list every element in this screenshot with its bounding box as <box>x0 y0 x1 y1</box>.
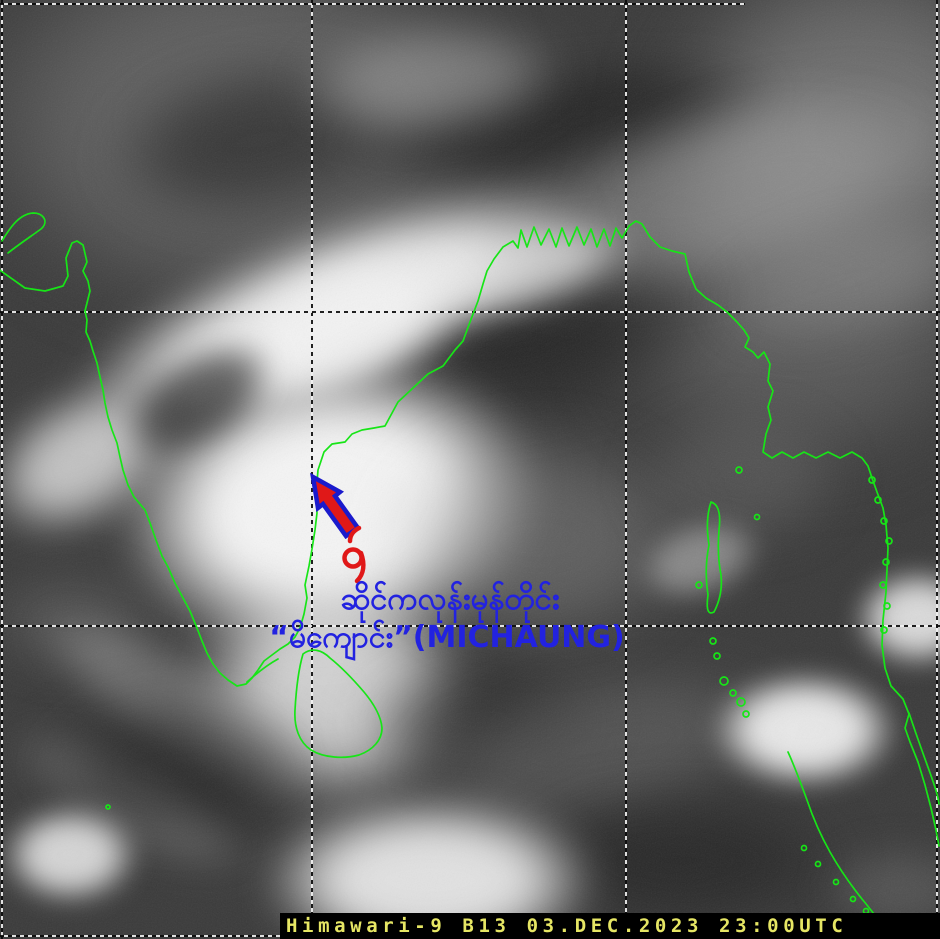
coastline-andaman-islands <box>705 501 723 614</box>
caption-bar: Himawari-9 B13 03.DEC.2023 23:00UTC <box>280 913 940 939</box>
coastline-sumatra <box>787 751 893 939</box>
cyclone-label-burmese: ဆိုင်ကလုန်းမုန်တိုင်း <box>340 581 560 617</box>
gridline-vertical-4 <box>936 0 938 939</box>
gridline-vertical-2 <box>311 0 313 939</box>
coastline-malay-peninsula <box>908 712 940 805</box>
coastline-india-bengal-myanmar <box>0 220 940 847</box>
coastline-sri-lanka <box>294 649 383 759</box>
gridline-vertical-3 <box>625 0 627 939</box>
coastline-palk-strait <box>246 658 279 683</box>
gridline-horizontal-3 <box>0 625 940 627</box>
gridline-horizontal-2 <box>0 311 940 313</box>
gridline-vertical-1 <box>1 0 3 939</box>
cyclone-position-arrow <box>310 472 362 540</box>
coastline-small-islands <box>105 466 893 915</box>
gridline-horizontal-1 <box>0 3 745 5</box>
coastline-gujarat <box>1 212 46 254</box>
tropical-cyclone-symbol-icon <box>342 525 366 584</box>
caption-text: Himawari-9 B13 03.DEC.2023 23:00UTC <box>286 915 848 937</box>
cyclone-label-name: “မိကျောင်း”(MICHAUNG) <box>269 620 625 655</box>
